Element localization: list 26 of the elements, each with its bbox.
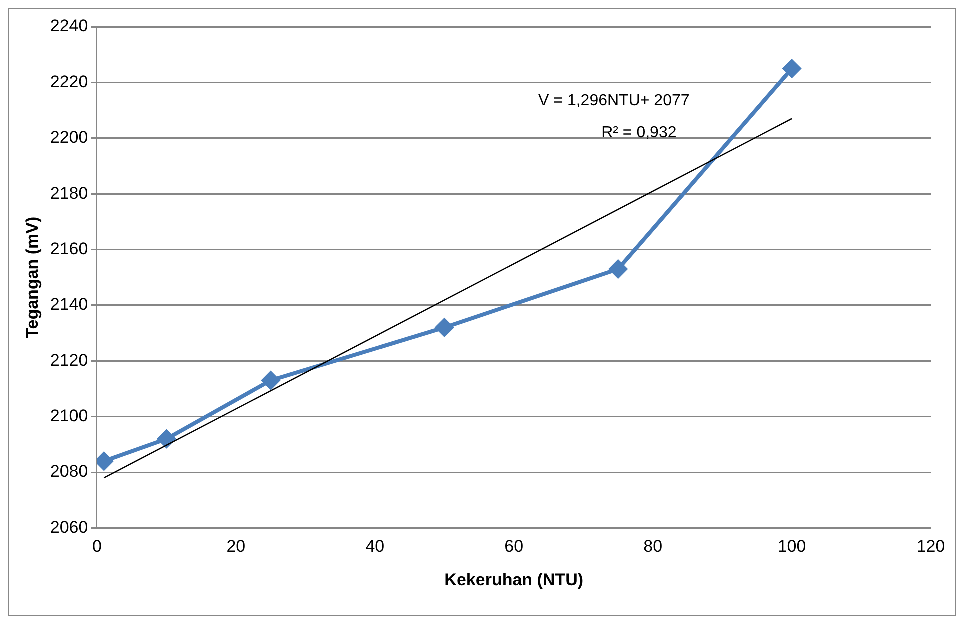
y-tick-label: 2240 xyxy=(50,16,88,36)
y-tick-label: 2120 xyxy=(50,350,88,370)
x-tick-label: 20 xyxy=(226,537,246,556)
y-axis-title: Tegangan (mV) xyxy=(22,216,42,338)
x-axis-title: Kekeruhan (NTU) xyxy=(444,570,584,590)
x-tick-label: 80 xyxy=(644,537,663,556)
point xyxy=(783,60,802,78)
y-tick-label: 2080 xyxy=(50,462,88,482)
y-tick-label: 2140 xyxy=(50,295,88,314)
y-tick-label: 2160 xyxy=(50,239,88,258)
point xyxy=(436,318,454,337)
point xyxy=(158,430,176,448)
y-tick-label: 2100 xyxy=(50,406,88,426)
x-tick-label: 0 xyxy=(92,537,102,556)
x-tick-label: 120 xyxy=(916,537,946,556)
y-tick-label: 2200 xyxy=(50,128,88,148)
x-tick-label: 40 xyxy=(366,537,385,556)
x-tick-label: 100 xyxy=(778,537,806,556)
y-tick-label: 2060 xyxy=(50,518,88,537)
annotation: R² = 0,932 xyxy=(602,124,677,142)
point xyxy=(609,260,628,278)
point xyxy=(262,372,280,390)
x-tick-label: 60 xyxy=(504,537,524,556)
y-tick-label: 2220 xyxy=(50,72,88,92)
y-tick-label: 2180 xyxy=(50,184,88,203)
annotation: V = 1,296NTU+ 2077 xyxy=(538,92,690,110)
